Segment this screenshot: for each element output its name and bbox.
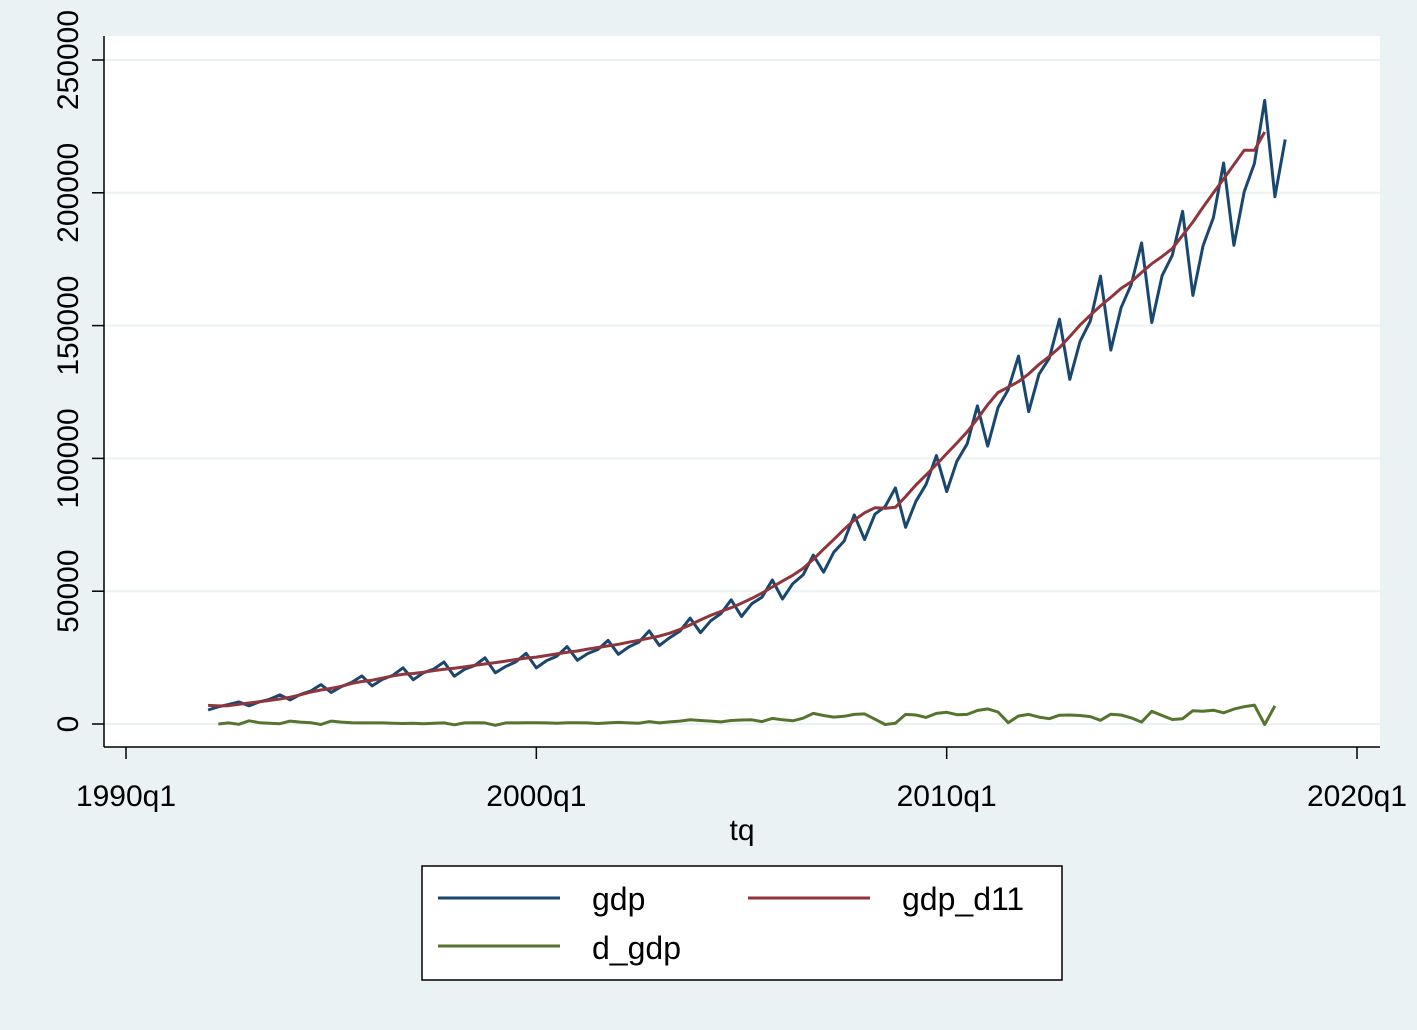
x-axis-ticks: 1990q1 2000q1 2010q1 2020q1 xyxy=(76,747,1407,813)
x-tick-label: 2020q1 xyxy=(1307,780,1407,813)
series-line-gdp-d11 xyxy=(208,131,1267,708)
y-tick-label: 150000 xyxy=(52,276,85,376)
y-tick-label: 100000 xyxy=(52,408,85,508)
series-lines xyxy=(207,98,1287,727)
x-tick-label: 2000q1 xyxy=(486,780,586,813)
series-line-d-gdp xyxy=(218,703,1277,727)
plot-region xyxy=(104,36,1380,747)
x-tick-label: 1990q1 xyxy=(76,780,176,813)
y-tick-label: 0 xyxy=(52,716,85,733)
legend-label-gdp: gdp xyxy=(592,881,645,917)
y-tick-label: 50000 xyxy=(52,549,85,632)
legend-label-gdp-d11: gdp_d11 xyxy=(902,881,1024,917)
legend-box xyxy=(421,865,1063,981)
y-axis-ticks: 0 50000 100000 150000 200000 250000 xyxy=(52,10,104,732)
legend: gdp gdp_d11 d_gdp xyxy=(421,865,1063,981)
y-tick-label: 250000 xyxy=(52,10,85,110)
y-tick-label: 200000 xyxy=(52,143,85,243)
x-tick-label: 2010q1 xyxy=(897,780,997,813)
x-axis-title: tq xyxy=(729,814,754,847)
legend-label-d-gdp: d_gdp xyxy=(592,930,681,966)
